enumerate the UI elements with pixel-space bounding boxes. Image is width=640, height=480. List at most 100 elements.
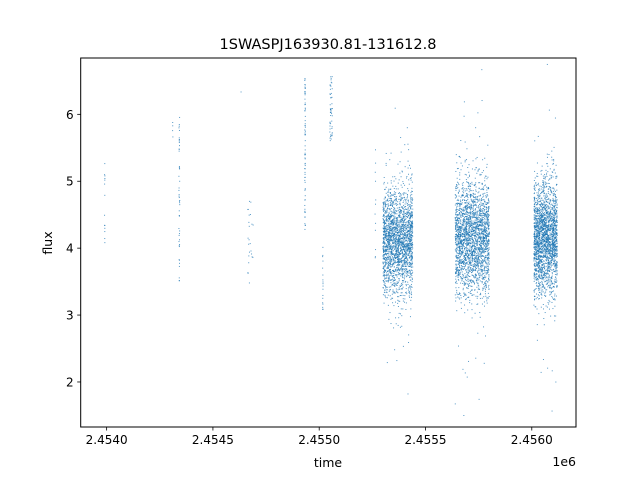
data-point bbox=[470, 217, 472, 219]
data-point bbox=[387, 252, 389, 254]
data-point bbox=[386, 230, 388, 232]
data-point bbox=[382, 255, 384, 257]
data-point bbox=[461, 243, 463, 245]
data-point bbox=[459, 261, 461, 263]
data-point bbox=[387, 223, 389, 225]
data-point bbox=[391, 265, 393, 267]
data-point bbox=[484, 206, 486, 208]
data-point bbox=[459, 293, 461, 295]
data-point bbox=[399, 234, 401, 236]
data-point bbox=[475, 262, 477, 264]
data-point bbox=[462, 251, 464, 253]
data-point bbox=[390, 261, 392, 263]
data-point bbox=[543, 238, 545, 240]
data-point bbox=[410, 264, 412, 266]
data-point bbox=[382, 275, 384, 277]
data-point bbox=[462, 212, 464, 214]
data-point bbox=[394, 226, 396, 228]
data-point bbox=[406, 247, 408, 249]
data-point bbox=[488, 269, 490, 271]
data-point bbox=[478, 268, 480, 270]
data-point bbox=[454, 204, 456, 206]
data-point bbox=[392, 226, 394, 228]
data-point bbox=[479, 211, 480, 213]
data-point bbox=[384, 225, 386, 227]
data-point bbox=[388, 233, 390, 235]
data-point bbox=[471, 199, 473, 201]
data-point bbox=[484, 270, 486, 272]
data-point bbox=[392, 247, 394, 249]
data-point bbox=[480, 262, 482, 264]
data-point bbox=[486, 214, 488, 216]
data-point bbox=[465, 260, 467, 262]
data-point bbox=[480, 271, 482, 273]
data-point bbox=[482, 159, 484, 161]
data-point bbox=[480, 188, 482, 190]
data-point bbox=[485, 222, 487, 224]
data-point bbox=[329, 111, 331, 113]
data-point bbox=[466, 205, 468, 207]
data-point bbox=[472, 216, 474, 218]
data-point bbox=[458, 243, 460, 245]
data-point bbox=[405, 224, 407, 226]
data-point bbox=[410, 222, 412, 224]
data-point bbox=[387, 242, 389, 244]
data-point bbox=[483, 296, 485, 298]
data-point bbox=[466, 239, 468, 241]
data-point bbox=[399, 300, 401, 302]
data-point bbox=[455, 223, 457, 225]
data-point bbox=[458, 195, 460, 197]
data-point bbox=[460, 202, 462, 204]
data-point bbox=[411, 187, 413, 189]
data-point bbox=[387, 224, 389, 226]
data-point bbox=[385, 240, 387, 242]
data-point bbox=[470, 222, 472, 224]
data-point bbox=[403, 225, 405, 227]
data-point bbox=[475, 255, 477, 257]
data-point bbox=[382, 258, 384, 260]
data-point bbox=[480, 266, 482, 268]
data-point bbox=[406, 250, 408, 252]
data-point bbox=[465, 247, 467, 249]
data-point bbox=[394, 176, 396, 178]
data-point bbox=[458, 238, 460, 240]
data-point bbox=[486, 189, 488, 191]
data-point bbox=[478, 168, 480, 170]
data-point bbox=[470, 200, 472, 202]
data-point bbox=[400, 219, 402, 221]
data-point bbox=[471, 260, 473, 262]
data-point bbox=[462, 233, 464, 235]
data-point bbox=[382, 254, 384, 256]
data-point bbox=[389, 218, 391, 220]
data-point bbox=[331, 113, 333, 115]
data-point bbox=[468, 253, 470, 255]
data-point bbox=[459, 273, 461, 275]
data-point bbox=[104, 174, 106, 176]
data-point bbox=[476, 262, 478, 264]
data-point bbox=[398, 278, 400, 280]
data-point bbox=[467, 266, 469, 268]
data-point bbox=[484, 234, 486, 236]
data-point bbox=[481, 203, 483, 205]
data-point bbox=[304, 163, 306, 165]
data-point bbox=[488, 221, 490, 223]
data-point bbox=[391, 257, 393, 259]
data-point bbox=[393, 219, 395, 221]
data-point bbox=[488, 214, 490, 216]
data-point bbox=[464, 282, 466, 284]
data-point bbox=[389, 263, 391, 265]
data-point bbox=[397, 233, 399, 235]
data-point bbox=[388, 224, 390, 226]
data-point bbox=[485, 214, 487, 216]
data-point bbox=[411, 264, 413, 266]
data-point bbox=[485, 262, 487, 264]
data-point bbox=[409, 196, 411, 198]
data-point bbox=[393, 227, 395, 229]
data-point bbox=[179, 145, 181, 147]
data-point bbox=[399, 230, 401, 232]
data-point bbox=[404, 196, 406, 198]
data-point bbox=[461, 202, 463, 204]
data-point bbox=[404, 144, 406, 146]
data-point bbox=[472, 213, 474, 215]
data-point bbox=[407, 248, 409, 250]
